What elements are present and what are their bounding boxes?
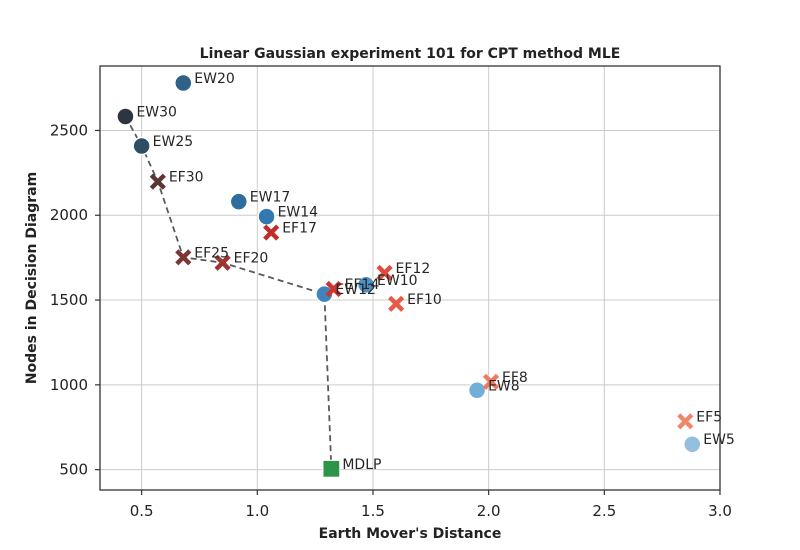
y-axis-label: Nodes in Decision Diagram <box>24 172 40 384</box>
data-points <box>116 73 702 478</box>
point-ef8 <box>482 373 500 390</box>
pareto-line <box>124 116 333 469</box>
point-ew10 <box>356 275 376 295</box>
point-ew17 <box>229 192 249 211</box>
label-ef25: EF25 <box>194 245 229 261</box>
point-ef17 <box>263 224 280 241</box>
label-ew5: EW5 <box>703 432 735 448</box>
x-tick-label: 1.0 <box>245 502 269 520</box>
point-ew25 <box>132 136 151 156</box>
label-ef30: EF30 <box>169 170 204 186</box>
point-ef14 <box>325 280 342 298</box>
point-ef25 <box>175 249 192 266</box>
x-stroke <box>263 224 280 241</box>
point-ew14 <box>257 207 276 226</box>
x-axis-label: Earth Mover's Distance <box>319 526 502 542</box>
point-mdlp <box>322 459 341 478</box>
y-tick-label: 1000 <box>50 376 88 394</box>
x-stroke <box>388 295 405 312</box>
label-ew12: EW12 <box>335 282 376 298</box>
x-tick-label: 2.0 <box>477 502 501 520</box>
label-ef17: EF17 <box>282 221 317 237</box>
label-ew30: EW30 <box>136 105 177 121</box>
x-stroke <box>482 373 500 390</box>
label-ef10: EF10 <box>407 292 442 308</box>
point-ef5 <box>677 413 694 430</box>
y-tick-label: 2500 <box>50 121 88 139</box>
point-ew12 <box>315 284 334 304</box>
x-stroke <box>214 254 231 271</box>
point-ef10 <box>388 295 405 312</box>
x-stroke <box>325 280 342 298</box>
chart-title: Linear Gaussian experiment 101 for CPT m… <box>200 46 621 62</box>
x-tick-label: 3.0 <box>708 502 732 520</box>
point-ew30 <box>116 107 135 126</box>
point-ew5 <box>682 434 702 454</box>
label-ef8: EF8 <box>502 370 528 386</box>
x-stroke <box>175 249 192 266</box>
label-ef14: EF14 <box>345 277 380 293</box>
label-ew25: EW25 <box>153 134 194 150</box>
pareto-line-group <box>124 116 333 469</box>
point-ef12 <box>376 264 393 282</box>
label-ef5: EF5 <box>696 409 722 425</box>
x-stroke <box>677 413 694 430</box>
label-ew20: EW20 <box>194 71 235 87</box>
point-ew8 <box>467 381 487 400</box>
x-stroke <box>149 173 166 190</box>
x-tick-label: 0.5 <box>130 502 154 520</box>
label-mdlp: MDLP <box>342 457 381 473</box>
plot-frame <box>99 65 721 491</box>
y-tick-label: 2000 <box>50 206 88 224</box>
x-tick-label: 1.5 <box>361 502 385 520</box>
x-tick-label: 2.5 <box>592 502 616 520</box>
label-ew17: EW17 <box>250 190 291 206</box>
point-ew20 <box>174 73 193 93</box>
y-axis-ticks: 500 1000 1500 2000 2500 <box>50 121 100 479</box>
point-ef20 <box>214 254 231 271</box>
label-ew10: EW10 <box>377 273 418 289</box>
label-ew14: EW14 <box>278 205 319 221</box>
x-axis-ticks: 0.5 1.0 1.5 2.0 2.5 3.0 <box>130 490 732 520</box>
label-ef20: EF20 <box>234 251 269 267</box>
label-ew8: EW8 <box>488 378 520 394</box>
y-tick-label: 1500 <box>50 291 88 309</box>
x-stroke <box>376 264 393 282</box>
y-tick-label: 500 <box>59 461 88 479</box>
point-ef30 <box>149 173 166 190</box>
label-ef12: EF12 <box>396 261 431 277</box>
